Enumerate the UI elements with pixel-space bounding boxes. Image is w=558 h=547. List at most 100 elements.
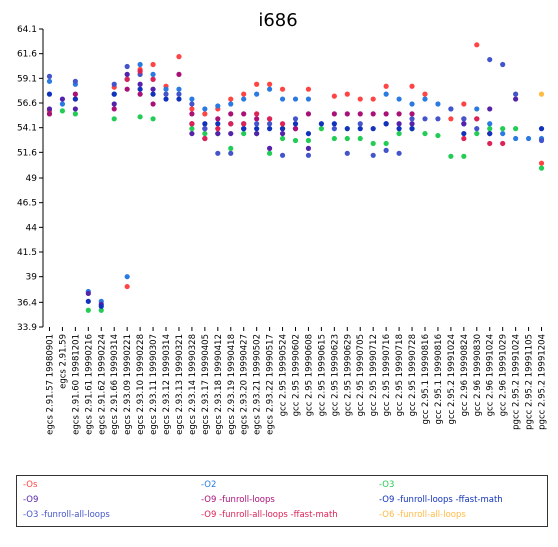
y-tick-label: 51.6 — [17, 148, 37, 158]
data-point — [461, 116, 467, 122]
x-tick-label: egcs 2.93.18 19990412 — [214, 334, 224, 435]
data-point — [279, 96, 286, 102]
data-point — [279, 126, 286, 132]
series-7 — [124, 68, 506, 147]
x-tick-label: egcs 2.93.09 19990221 — [123, 334, 133, 435]
data-point — [461, 121, 467, 127]
data-point — [448, 153, 454, 159]
data-point — [331, 93, 337, 99]
data-point — [215, 150, 221, 156]
legend-entry: -O6 -funroll-all-loops — [379, 510, 466, 520]
series-3 — [46, 71, 519, 307]
data-point — [163, 91, 169, 97]
data-point — [150, 61, 156, 68]
y-tick-label: 64.1 — [17, 25, 37, 35]
data-point — [344, 91, 350, 97]
series-0 — [46, 42, 545, 290]
data-point — [422, 130, 428, 137]
data-point — [46, 106, 53, 112]
series-4 — [46, 71, 480, 132]
data-point — [189, 121, 195, 127]
data-point — [474, 126, 480, 132]
x-tick-label: gcc 2.95 19990629 — [343, 334, 353, 416]
data-point — [72, 111, 78, 117]
data-point — [422, 116, 428, 122]
x-tick-label: gcc 2.95.2 19991024 — [447, 334, 457, 424]
x-tick-label: egcs 2.93.19 19990418 — [227, 334, 237, 435]
data-point — [383, 140, 389, 147]
data-point — [357, 111, 363, 117]
data-point — [254, 91, 260, 97]
y-tick-label: 54.1 — [17, 124, 37, 134]
data-point — [500, 130, 506, 137]
data-point — [254, 111, 260, 117]
data-point — [344, 150, 350, 156]
data-point — [448, 106, 454, 112]
data-point — [396, 96, 402, 102]
series-8 — [538, 91, 545, 97]
series-5 — [46, 76, 545, 309]
legend-entry: -O3 — [379, 480, 395, 490]
data-point — [241, 91, 247, 97]
x-tick-label: gcc 2.96 19990824 — [460, 334, 470, 416]
data-point — [176, 54, 182, 60]
x-tick-label: egcs 2.93.17 19990405 — [201, 334, 211, 435]
data-point — [150, 91, 156, 97]
data-point — [228, 96, 234, 102]
data-point — [383, 121, 389, 127]
data-point — [357, 96, 363, 102]
x-tick-label: pgcc 2.95.2 19991024 — [512, 334, 522, 430]
data-point — [189, 106, 195, 112]
data-point — [279, 152, 286, 158]
data-point — [46, 73, 53, 79]
data-point — [357, 126, 363, 132]
data-point — [396, 126, 402, 132]
data-point — [474, 106, 480, 112]
data-point — [305, 111, 312, 117]
data-point — [344, 135, 350, 142]
y-tick-label: 39 — [26, 273, 38, 283]
data-point — [474, 130, 480, 137]
data-point — [254, 126, 260, 132]
data-point — [409, 101, 415, 107]
data-point — [46, 78, 53, 84]
data-point — [396, 130, 402, 137]
data-point — [150, 101, 156, 107]
data-point — [305, 130, 312, 137]
data-point — [305, 152, 312, 158]
data-point — [279, 86, 286, 92]
data-point — [370, 96, 376, 102]
data-point — [513, 91, 519, 97]
data-point — [331, 135, 337, 142]
y-tick-label: 41.5 — [17, 248, 37, 258]
data-point — [137, 68, 143, 75]
data-point — [124, 63, 130, 70]
data-point — [137, 91, 143, 97]
data-point — [383, 111, 389, 117]
data-point — [370, 111, 376, 117]
data-point — [370, 152, 376, 158]
x-tick-label: egcs 2.93.22 19990517 — [266, 334, 276, 435]
x-tick-label: gcc 2.95 19990705 — [356, 334, 366, 416]
x-tick-label: egcs 2.91.59 — [58, 334, 68, 389]
scatter-chart: i686 33.9 36.4 39 41.5 44 46.5 49 51.6 54.1 56.6 5… — [17, 10, 548, 435]
data-point — [267, 116, 273, 122]
data-point — [111, 116, 117, 122]
plot-area — [46, 42, 545, 313]
data-point — [409, 126, 415, 132]
data-point — [163, 96, 169, 102]
data-point — [461, 101, 467, 107]
x-tick-label: pgcc 2.95.2 19991105 — [525, 334, 535, 430]
data-point — [150, 71, 156, 77]
legend-entry: -O9 — [23, 495, 39, 505]
data-point — [487, 121, 493, 127]
data-point — [202, 111, 208, 117]
data-point — [267, 121, 273, 127]
y-tick-label: 56.6 — [17, 99, 37, 109]
data-point — [46, 91, 53, 97]
data-point — [435, 101, 441, 107]
data-point — [500, 61, 506, 68]
data-point — [85, 307, 91, 313]
data-point — [202, 135, 208, 142]
data-point — [500, 126, 506, 132]
